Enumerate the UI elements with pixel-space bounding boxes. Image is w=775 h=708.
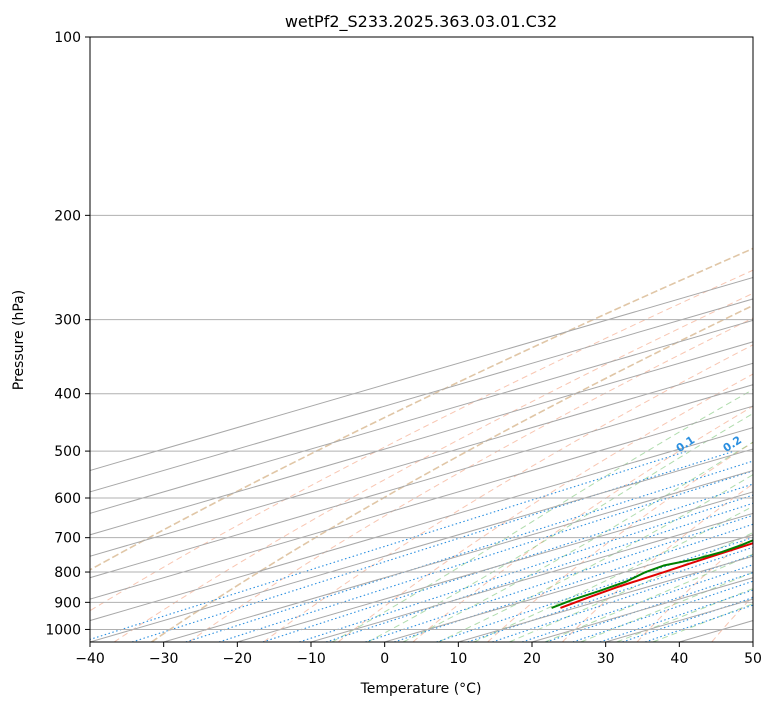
x-tick-label: −40 [75, 651, 105, 667]
moist-adiabat-line [402, 441, 753, 642]
x-tick-label: 0 [380, 651, 389, 667]
x-tick-label: 30 [597, 651, 615, 667]
x-tick-label: 50 [744, 651, 762, 667]
mixing-ratio-line [599, 589, 753, 642]
background-lines [90, 37, 753, 642]
x-axis-title: Temperature (°C) [360, 681, 482, 697]
y-tick-label: 700 [54, 531, 81, 547]
isotherm-line [163, 469, 753, 642]
moist-adiabat-line [509, 532, 753, 642]
dry-adiabat-line [188, 317, 753, 642]
y-tick-label: 900 [54, 595, 81, 611]
mixing-ratio-line [572, 580, 753, 642]
x-tick-label: −10 [296, 651, 326, 667]
mixing-ratio-line [299, 494, 753, 642]
isotherm-line [90, 427, 753, 622]
moist-adiabat-line [367, 412, 753, 642]
y-tick-label: 1000 [45, 622, 81, 638]
mixing-ratio-line [185, 460, 753, 642]
dry-adiabat-line [113, 292, 753, 642]
mixing-ratio-line [218, 470, 753, 642]
isotherm-line [237, 491, 753, 642]
isotherm-line [90, 448, 753, 642]
isotherm-line [90, 276, 753, 471]
moist-adiabat-line [580, 571, 753, 642]
y-axis-title: Pressure (hPa) [11, 290, 27, 390]
isotherm-line [90, 298, 753, 493]
moist-adiabat-line [616, 588, 753, 642]
isotherm-line [90, 405, 753, 600]
y-tick-label: 500 [54, 444, 81, 460]
mixing-ratio-line [325, 502, 753, 642]
y-tick-label: 200 [54, 208, 81, 224]
x-axis: −40 −30 −20 −10 0 10 20 30 40 50 [75, 642, 762, 667]
mixing-ratio-line [644, 604, 753, 642]
dry-adiabat-line [263, 344, 753, 642]
dry-adiabat-line [561, 483, 753, 642]
plot-area [90, 37, 753, 642]
y-axis: 100 200 300 400 500 600 700 800 900 1000 [45, 30, 90, 638]
x-tick-label: 40 [670, 651, 688, 667]
y-tick-label: 300 [54, 313, 81, 329]
plot-frame [89, 36, 754, 643]
isotherm-line [384, 534, 753, 642]
dry-adiabat-line [337, 373, 753, 642]
isotherm-line [90, 362, 753, 557]
dry-adiabat-line [487, 441, 753, 642]
y-tick-label: 400 [54, 387, 81, 403]
y-tick-label: 600 [54, 491, 81, 507]
mixing-ratio-line [262, 483, 753, 642]
y-tick-label: 100 [54, 30, 81, 46]
x-tick-label: −30 [149, 651, 179, 667]
mixing-ratio-line [622, 596, 753, 642]
isotherm-line [310, 512, 753, 642]
x-tick-label: −20 [223, 651, 253, 667]
x-tick-label: 10 [449, 651, 467, 667]
reference-curve-line [90, 247, 753, 571]
isotherm-line [90, 319, 753, 514]
dry-adiabat-line [90, 269, 753, 612]
y-tick-label: 800 [54, 565, 81, 581]
moist-adiabat-line [438, 474, 753, 642]
chart-title: wetPf2_S233.2025.363.03.01.C32 [285, 12, 557, 32]
moist-adiabat-line [473, 505, 753, 642]
x-tick-label: 20 [523, 651, 541, 667]
isotherm-line [90, 384, 753, 579]
